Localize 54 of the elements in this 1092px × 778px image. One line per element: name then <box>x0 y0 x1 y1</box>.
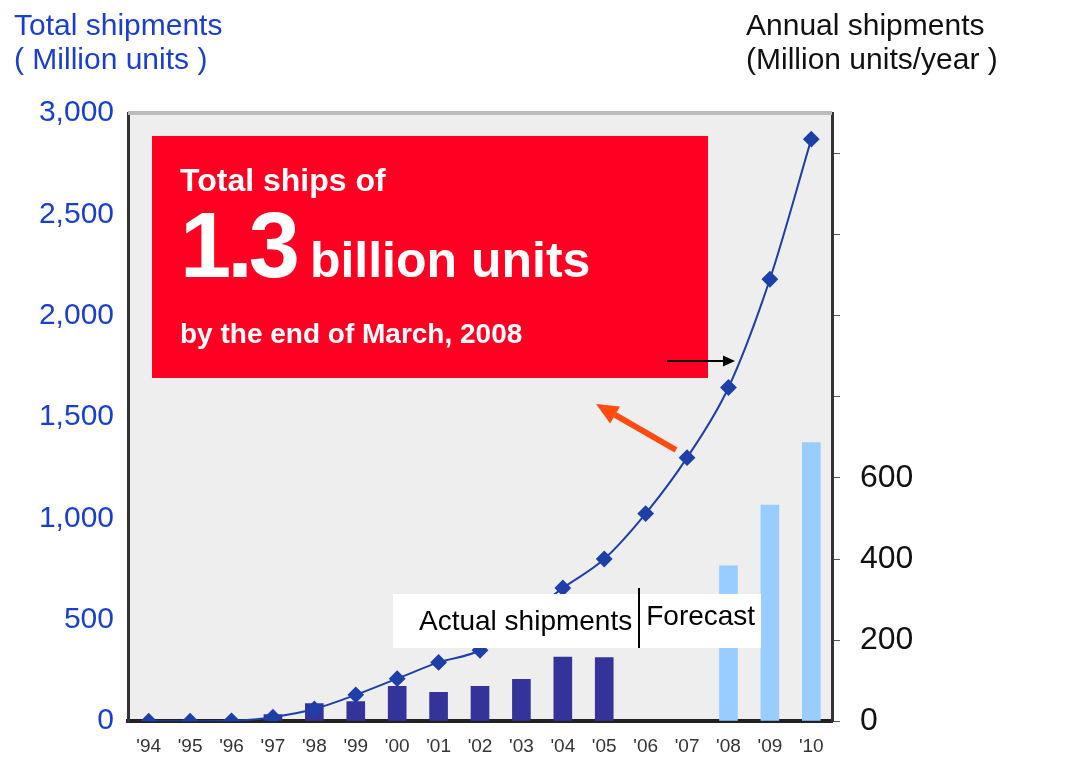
bar <box>801 442 821 721</box>
bar <box>594 657 614 721</box>
point <box>761 271 778 288</box>
x-tick-label: '03 <box>509 734 534 756</box>
bar <box>760 504 780 721</box>
y2-tick-label: 0 <box>860 701 878 738</box>
y-tick-label: 0 <box>97 702 114 736</box>
x-tick-label: '98 <box>301 734 327 756</box>
x-tick-label: '05 <box>591 734 617 756</box>
annotation: by the end of March, 2008 <box>180 318 524 350</box>
y2-tick-label: 400 <box>860 538 914 575</box>
bar <box>553 656 573 721</box>
x-tick-label: '99 <box>343 734 369 756</box>
x-tick-label: '02 <box>467 734 493 756</box>
point <box>264 709 281 722</box>
x-tick-label: '96 <box>219 734 244 756</box>
y-axis-title: Total shipments ( Million units ) <box>14 8 223 76</box>
x-tick-label: '06 <box>633 734 659 756</box>
annotation: billion units <box>309 232 591 288</box>
point <box>637 505 654 522</box>
y-tick-label: 2,500 <box>38 195 114 229</box>
point <box>430 654 447 671</box>
y-tick-label: 2,000 <box>38 297 114 330</box>
point <box>720 379 737 396</box>
x-tick-label: '01 <box>426 734 451 756</box>
x-tick-label: '08 <box>716 734 741 756</box>
x-tick-label: '07 <box>674 734 700 756</box>
point <box>347 686 364 703</box>
x-tick-label: '10 <box>798 734 824 756</box>
point <box>554 580 571 596</box>
x-tick-label: '09 <box>757 734 783 756</box>
point <box>803 131 820 148</box>
bar <box>512 679 531 721</box>
annotation: Actual shipments <box>418 605 634 637</box>
point <box>596 551 613 568</box>
bar <box>470 685 490 721</box>
y-tick-label: 1,000 <box>38 499 114 533</box>
annotation: Forecast <box>638 588 762 648</box>
x-tick-label: '94 <box>136 734 162 756</box>
y-tick-label: 1,500 <box>38 398 114 432</box>
x-tick-label: '95 <box>177 734 203 756</box>
y2-axis-title: Annual shipments (Million units/year ) <box>746 8 998 76</box>
x-tick-label: '00 <box>384 734 410 756</box>
bar <box>387 685 407 721</box>
y2-tick-label: 600 <box>860 457 914 494</box>
x-tick-label: '97 <box>260 734 286 756</box>
point <box>389 670 406 687</box>
y2-tick-label: 200 <box>860 619 914 656</box>
x-tick-label: '04 <box>550 734 576 756</box>
point <box>679 449 696 466</box>
y-tick-label: 500 <box>63 601 114 635</box>
bar <box>429 692 448 721</box>
bar <box>346 701 366 721</box>
y-tick-label: 3,000 <box>38 94 114 128</box>
